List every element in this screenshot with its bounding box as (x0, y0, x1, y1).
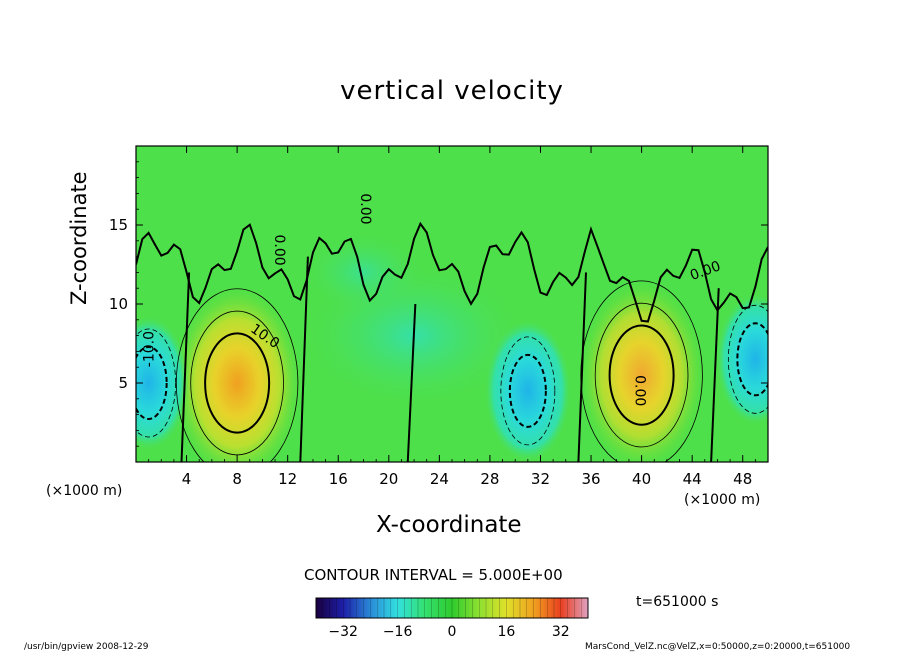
y-tick-label: 5 (118, 374, 128, 392)
contour-label: 0.00 (357, 193, 373, 224)
x-tick-label: 32 (531, 470, 550, 488)
field-downdraft (716, 293, 768, 425)
x-tick-label: 20 (379, 470, 398, 488)
contour-label: 0.00 (271, 234, 287, 265)
footer-left: /usr/bin/gpview 2008-12-29 (24, 642, 149, 652)
contour-line (190, 310, 284, 456)
time-label: t=651000 s (636, 594, 719, 610)
x-unit-label-left: (×1000 m) (46, 483, 123, 499)
weak-downdraft-region (303, 232, 424, 313)
x-tick-label: 4 (182, 470, 192, 488)
contour-label: 0.00 (631, 375, 647, 406)
zero-contour-line (299, 256, 309, 462)
zero-contour-line (136, 221, 768, 323)
x-tick-label: 36 (581, 470, 600, 488)
x-tick-label: 28 (480, 470, 499, 488)
zero-contour-line (180, 272, 191, 462)
chart-title: vertical velocity (340, 76, 564, 106)
field-updraft (578, 280, 705, 462)
y-axis-label: Z-coordinate (67, 171, 91, 305)
x-tick-label: 8 (232, 470, 242, 488)
y-tick-label: 10 (109, 295, 128, 313)
contour-line (204, 332, 271, 434)
field-downdraft (136, 316, 189, 450)
contour-line (608, 324, 675, 426)
x-tick-label: 24 (430, 470, 449, 488)
x-tick-label: 48 (733, 470, 752, 488)
field-updraft (172, 285, 302, 462)
contour-line (736, 322, 768, 397)
x-tick-label: 12 (278, 470, 297, 488)
footer-right: MarsCond_VelZ.nc@VelZ,x=0:50000,z=0:2000… (585, 642, 851, 652)
zero-contour-line (577, 272, 587, 462)
colorbar-tick-label: 16 (497, 624, 515, 640)
x-tick-label: 40 (632, 470, 651, 488)
contour-line (594, 302, 689, 448)
colorbar-tick-label: 32 (552, 624, 570, 640)
contour-line (175, 288, 299, 462)
colorbar-tick-label: 0 (448, 624, 457, 640)
contour-line (136, 346, 168, 420)
contour-line (508, 353, 547, 428)
x-tick-label: 44 (683, 470, 702, 488)
y-tick-label: 15 (109, 216, 128, 234)
contour-label: -10.0 (142, 331, 158, 367)
contour-line (136, 328, 177, 438)
x-axis-label: X-coordinate (376, 512, 522, 538)
zero-contour-line (710, 288, 720, 462)
zero-contour-line (406, 303, 417, 462)
contour-interval-text: CONTOUR INTERVAL = 5.000E+00 (304, 566, 563, 584)
field-downdraft (484, 319, 571, 462)
contour-line (580, 280, 703, 462)
contour-line (500, 336, 556, 446)
x-tick-label: 16 (329, 470, 348, 488)
contour-line (727, 304, 768, 414)
x-unit-label-right: (×1000 m) (684, 492, 761, 508)
colorbar-tick-label: −32 (328, 624, 358, 640)
colorbar-tick-label: −16 (383, 624, 413, 640)
